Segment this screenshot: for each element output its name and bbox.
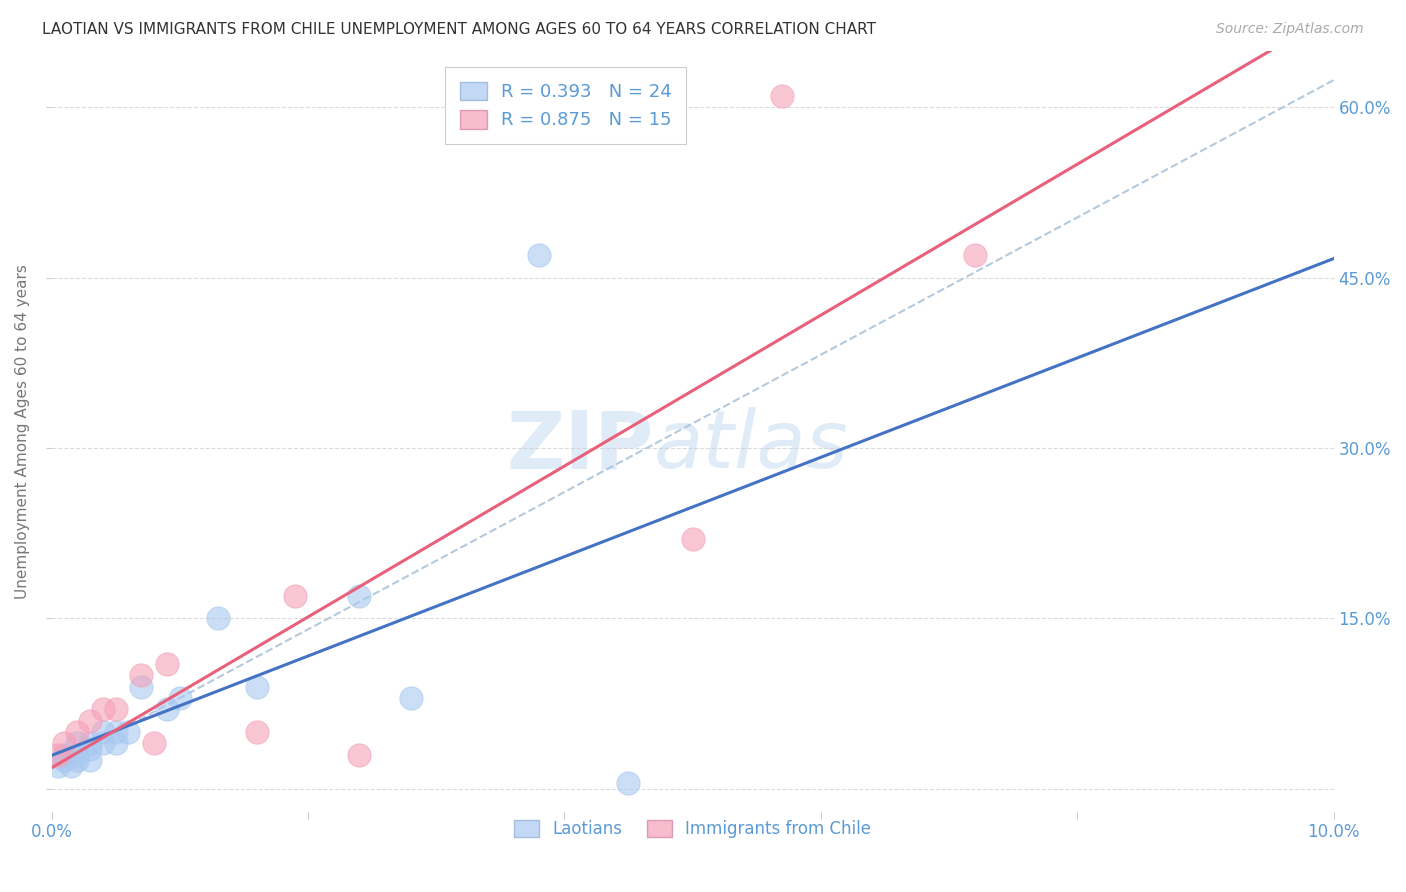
Legend: Laotians, Immigrants from Chile: Laotians, Immigrants from Chile [508, 814, 879, 845]
Point [156, 702, 179, 716]
Y-axis label: Unemployment Among Ages 60 to 64 years: Unemployment Among Ages 60 to 64 years [15, 264, 30, 599]
Point [104, 736, 127, 750]
Point [963, 248, 986, 262]
Point [104, 725, 127, 739]
Point [527, 248, 550, 262]
Point [91, 736, 114, 750]
Point [104, 702, 127, 716]
Text: ZIP: ZIP [508, 408, 654, 485]
Point [682, 532, 704, 546]
Point [53, 747, 76, 762]
Point [79, 753, 101, 767]
Point [53, 753, 76, 767]
Point [66, 753, 89, 767]
Point [79, 714, 101, 728]
Point [79, 736, 101, 750]
Point [156, 657, 179, 671]
Point [143, 736, 166, 750]
Point [66, 736, 89, 750]
Point [169, 690, 191, 705]
Point [246, 680, 269, 694]
Point [617, 776, 640, 790]
Point [349, 589, 371, 603]
Point [349, 747, 371, 762]
Point [66, 725, 89, 739]
Point [246, 725, 269, 739]
Text: Source: ZipAtlas.com: Source: ZipAtlas.com [1216, 22, 1364, 37]
Point [129, 680, 152, 694]
Point [46, 747, 69, 762]
Point [117, 725, 139, 739]
Point [53, 736, 76, 750]
Point [207, 611, 229, 625]
Point [770, 89, 793, 103]
Point [284, 589, 307, 603]
Point [91, 725, 114, 739]
Text: atlas: atlas [654, 408, 849, 485]
Text: LAOTIAN VS IMMIGRANTS FROM CHILE UNEMPLOYMENT AMONG AGES 60 TO 64 YEARS CORRELAT: LAOTIAN VS IMMIGRANTS FROM CHILE UNEMPLO… [42, 22, 876, 37]
Point [66, 747, 89, 762]
Point [399, 690, 422, 705]
Point [59, 759, 82, 773]
Point [79, 742, 101, 756]
Point [91, 702, 114, 716]
Point [46, 759, 69, 773]
Point [129, 668, 152, 682]
